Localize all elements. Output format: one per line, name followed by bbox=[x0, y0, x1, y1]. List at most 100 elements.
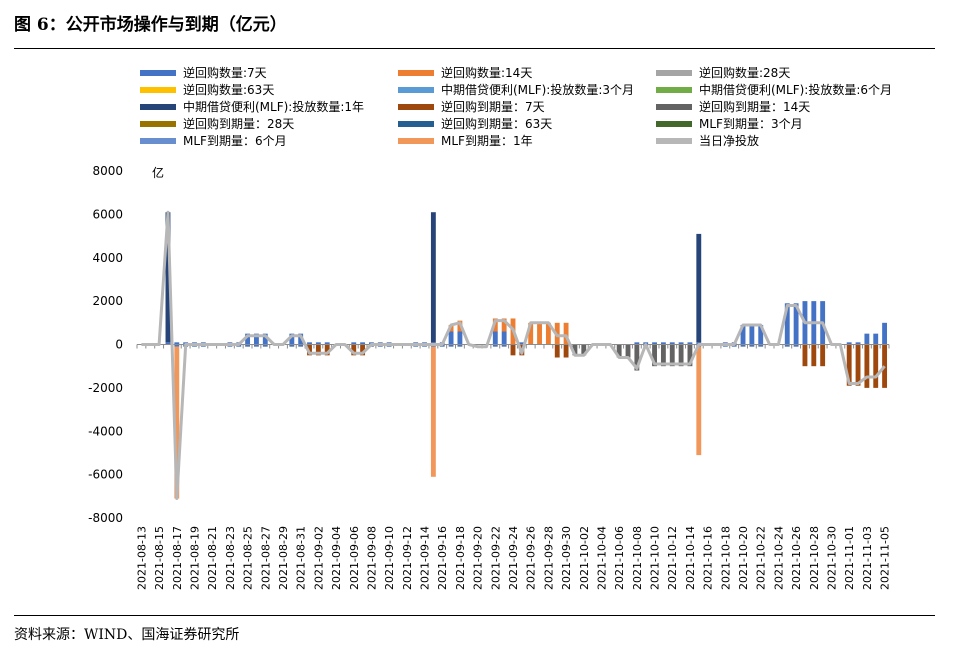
y-tick-label: 2000 bbox=[92, 294, 123, 308]
legend-swatch bbox=[656, 70, 692, 76]
bar-injection bbox=[784, 303, 790, 345]
x-tick-label: 2021-10-26 bbox=[790, 526, 803, 590]
bar-maturity bbox=[492, 344, 498, 347]
source-note: 资料来源：WIND、国海证券研究所 bbox=[14, 627, 240, 643]
legend-label: MLF到期量：3个月 bbox=[699, 117, 803, 131]
bar-maturity bbox=[811, 344, 817, 367]
bar-maturity bbox=[360, 344, 366, 356]
x-tick-label: 2021-08-25 bbox=[242, 526, 255, 590]
bar-maturity bbox=[324, 344, 330, 356]
y-tick-label: 0 bbox=[115, 338, 123, 352]
y-tick-label: 6000 bbox=[92, 207, 123, 221]
bar-maturity bbox=[616, 344, 622, 358]
bar-maturity bbox=[652, 344, 657, 367]
bar-injection bbox=[315, 342, 321, 345]
bar-injection bbox=[174, 342, 180, 345]
bar-injection bbox=[846, 342, 852, 345]
x-tick-label: 2021-10-30 bbox=[825, 526, 838, 590]
bar-maturity bbox=[669, 344, 675, 367]
bar-maturity bbox=[749, 344, 755, 347]
x-tick-label: 2021-09-24 bbox=[507, 526, 520, 590]
bar-maturity bbox=[687, 344, 693, 367]
x-tick-label: 2021-10-14 bbox=[684, 526, 697, 590]
bar-maturity bbox=[572, 344, 578, 356]
legend-label: 逆回购到期量：7天 bbox=[441, 99, 545, 114]
bar-maturity bbox=[298, 344, 304, 347]
x-tick-label: 2021-09-20 bbox=[472, 526, 485, 590]
bar-injection bbox=[298, 333, 304, 345]
x-tick-label: 2021-09-18 bbox=[454, 526, 467, 590]
bar-maturity bbox=[563, 344, 569, 358]
bar-maturity bbox=[846, 344, 852, 386]
bar-injection bbox=[563, 322, 569, 345]
x-tick-label: 2021-10-12 bbox=[666, 526, 679, 590]
x-tick-label: 2021-08-17 bbox=[171, 526, 184, 590]
legend-label: 中期借贷便利(MLF):投放数量:6个月 bbox=[699, 82, 892, 97]
bar-maturity bbox=[855, 344, 861, 386]
legend-label: 逆回购数量:28天 bbox=[699, 65, 790, 80]
bar-injection bbox=[324, 342, 330, 345]
bar-maturity bbox=[174, 346, 180, 499]
bar-injection bbox=[519, 342, 525, 345]
bar-injection bbox=[528, 322, 534, 345]
legend-swatch bbox=[656, 121, 692, 127]
x-tick-label: 2021-09-12 bbox=[401, 526, 414, 590]
bar-injection bbox=[634, 342, 640, 345]
x-tick-label: 2021-10-06 bbox=[613, 526, 626, 590]
bottom-rule bbox=[14, 615, 935, 616]
bar-maturity bbox=[696, 346, 702, 456]
bar-injection bbox=[165, 212, 171, 343]
y-tick-label: -8000 bbox=[88, 511, 123, 525]
legend-swatch bbox=[656, 138, 692, 144]
x-tick-label: 2021-09-04 bbox=[330, 526, 343, 590]
x-tick-label: 2021-10-16 bbox=[702, 526, 715, 590]
bar-maturity bbox=[864, 344, 870, 388]
bar-injection bbox=[855, 342, 861, 345]
x-tick-label: 2021-10-04 bbox=[595, 526, 608, 590]
x-tick-label: 2021-10-10 bbox=[649, 526, 662, 590]
bar-injection bbox=[501, 318, 507, 332]
bar-injection bbox=[307, 342, 312, 345]
bar-maturity bbox=[802, 344, 808, 367]
bar-injection bbox=[457, 331, 463, 345]
bar-injection bbox=[882, 322, 888, 345]
legend-swatch bbox=[140, 104, 176, 110]
bar-injection bbox=[749, 324, 755, 345]
bar-injection bbox=[669, 342, 675, 345]
legend-label: 中期借贷便利(MLF):投放数量:3个月 bbox=[441, 82, 634, 97]
y-axis: 8000 6000 4000 2000 0 -2000 -4000 -6000 -8000 bbox=[88, 164, 123, 525]
legend-swatch bbox=[140, 70, 176, 76]
bar-maturity bbox=[678, 344, 684, 367]
bar-injection bbox=[864, 333, 870, 345]
x-tick-label: 2021-08-15 bbox=[153, 526, 166, 590]
x-tick-label: 2021-10-20 bbox=[737, 526, 750, 590]
legend-label: MLF到期量：6个月 bbox=[183, 134, 287, 148]
legend-label: 当日净投放 bbox=[699, 133, 759, 148]
bar-maturity bbox=[501, 344, 507, 347]
bar-injection bbox=[492, 331, 498, 345]
x-tick-label: 2021-10-08 bbox=[631, 526, 644, 590]
bar-injection bbox=[696, 233, 702, 343]
x-tick-label: 2021-09-30 bbox=[560, 526, 573, 590]
bar-maturity bbox=[510, 344, 516, 356]
bar-maturity bbox=[245, 344, 251, 347]
x-axis: 2021-08-13 2021-08-15 2021-08-17 2021-08-19… bbox=[135, 344, 892, 590]
bar-maturity bbox=[448, 344, 454, 347]
bar-injection bbox=[537, 322, 542, 345]
legend-label: 逆回购到期量：28天 bbox=[183, 116, 294, 131]
legend-swatch bbox=[140, 138, 176, 144]
bar-injection bbox=[678, 342, 684, 345]
legend-swatch bbox=[398, 70, 434, 76]
bar-maturity bbox=[254, 344, 259, 347]
bar-maturity bbox=[740, 344, 746, 347]
bar-maturity bbox=[625, 344, 631, 358]
legend-label: 逆回购到期量：14天 bbox=[699, 99, 810, 114]
legend-swatch bbox=[398, 87, 434, 93]
y-tick-label: -4000 bbox=[88, 424, 123, 438]
x-tick-label: 2021-11-03 bbox=[861, 526, 874, 590]
y-tick-label: 8000 bbox=[92, 164, 123, 178]
x-tick-label: 2021-09-26 bbox=[525, 526, 538, 590]
legend-label: 逆回购数量:14天 bbox=[441, 65, 532, 80]
